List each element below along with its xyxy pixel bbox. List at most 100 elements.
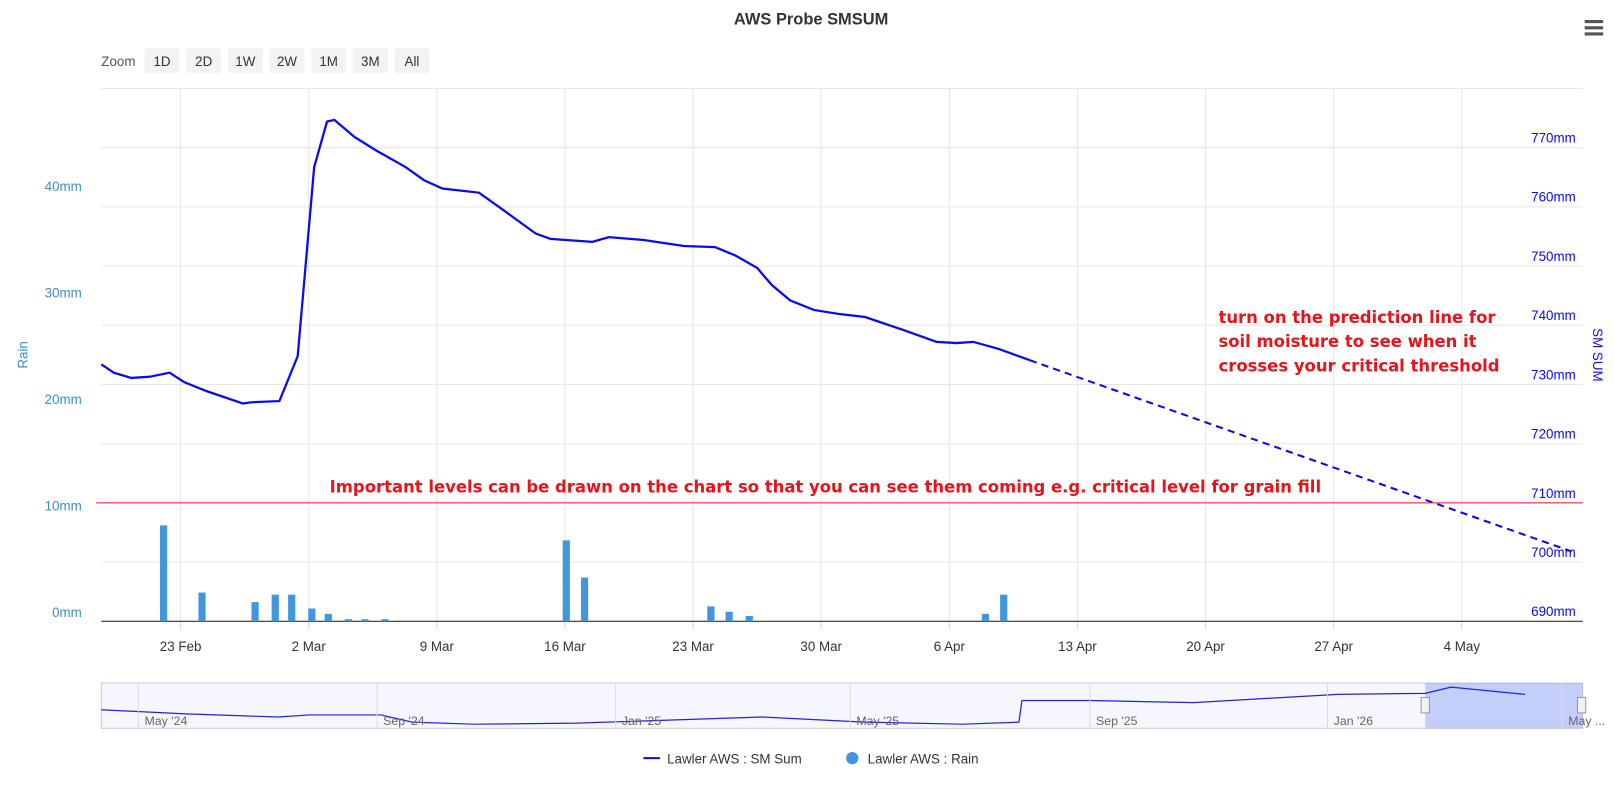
labels: 23 Feb 2 Mar 9 Mar 16 Mar 23 Mar 30 Mar 6 Apr 1… <box>45 131 1576 655</box>
navigator-label: May '24 <box>145 714 188 728</box>
navigator-label: Sep '25 <box>1096 714 1138 728</box>
y-tick-label: 0mm <box>52 605 82 620</box>
rain-bar <box>981 613 990 622</box>
rain-bar <box>1000 594 1008 622</box>
rain-bar <box>707 606 715 622</box>
y2-tick-label: 700mm <box>1531 545 1576 560</box>
rain-bar <box>381 619 389 622</box>
menu-button[interactable] <box>1582 18 1606 37</box>
y2-tick-label: 710mm <box>1531 486 1576 501</box>
zoom-button[interactable]: 1D <box>144 48 180 74</box>
zoom-button-label: 1W <box>235 54 255 69</box>
y2-tick-label: 740mm <box>1531 308 1576 323</box>
navigator[interactable] <box>100 682 1587 729</box>
x-tick-label: 4 May <box>1444 639 1481 654</box>
zoom-button-bg[interactable] <box>227 48 263 74</box>
zoom-button-label: 1D <box>153 54 170 69</box>
rain-bar <box>198 592 206 622</box>
navigator-mask[interactable] <box>1425 683 1583 729</box>
zoom-button[interactable]: 1W <box>227 48 263 74</box>
y-tick-label: 10mm <box>45 499 82 514</box>
zoom-button[interactable]: All <box>394 48 430 74</box>
zoom-button[interactable]: 2W <box>269 48 305 74</box>
zoom-button-bg[interactable] <box>394 48 430 74</box>
zoom-button-bg[interactable] <box>311 48 347 74</box>
marks <box>96 118 1583 622</box>
zoom-button-bg[interactable] <box>269 48 305 74</box>
zoom-button-bg[interactable] <box>186 48 222 74</box>
x-tick-label: 9 Mar <box>420 639 455 654</box>
x-tick-label: 27 Apr <box>1314 639 1353 654</box>
y2-tick-label: 750mm <box>1531 249 1576 264</box>
chart-title: AWS Probe SMSUM <box>734 11 888 29</box>
y-axis-title: Rain <box>15 341 30 368</box>
y2-tick-label: 690mm <box>1531 604 1576 619</box>
rain-bar <box>745 615 753 622</box>
y2-tick-label: 730mm <box>1531 367 1576 382</box>
x-tick-label: 2 Mar <box>292 639 327 654</box>
navigator-label: Jan '25 <box>622 714 662 728</box>
rain-bar <box>725 611 733 622</box>
x-tick-label: 23 Mar <box>672 639 714 654</box>
zoom-button-bg[interactable] <box>352 48 388 74</box>
rain-bar <box>344 619 353 622</box>
x-tick-label: 16 Mar <box>544 639 586 654</box>
navigator-label: May '25 <box>856 714 899 728</box>
zoom-button[interactable]: 1M <box>311 48 347 74</box>
legend-symbol <box>846 751 859 765</box>
legend-label[interactable]: Lawler AWS : SM Sum <box>667 751 802 766</box>
navigator-handle[interactable] <box>1420 696 1430 714</box>
annotation: crosses your critical threshold <box>1218 356 1499 375</box>
rain-bar <box>271 594 279 622</box>
zoom-button[interactable]: 3M <box>352 48 388 74</box>
rain-bar <box>361 619 369 622</box>
prediction-line <box>1029 359 1572 553</box>
rain-bar <box>288 594 296 622</box>
zoom-button-bg[interactable] <box>144 48 180 74</box>
menu-icon <box>1584 20 1604 36</box>
legend: Lawler AWS : SM Sum Lawler AWS : Rain <box>643 751 979 766</box>
annotation: soil moisture to see when it <box>1218 332 1476 351</box>
y2-tick-label: 760mm <box>1531 190 1576 205</box>
zoom-button-label: 3M <box>361 54 380 69</box>
series-line <box>100 118 1031 405</box>
navigator-label: Sep '24 <box>383 714 425 728</box>
x-tick-label: 20 Apr <box>1186 639 1225 654</box>
navigator-labels: May '24 Sep '24 Jan '25 May '25 Sep '25 Jan '… <box>137 683 1605 729</box>
navigator-line <box>101 686 1526 725</box>
rain-bar <box>251 602 259 622</box>
navigator-label: May ... <box>1568 714 1605 728</box>
y2-tick-label: 770mm <box>1531 131 1576 146</box>
legend-label[interactable]: Lawler AWS : Rain <box>868 751 979 766</box>
zoom-button-label: 2W <box>277 54 297 69</box>
x-tick-label: 23 Feb <box>160 639 202 654</box>
y-tick-label: 30mm <box>45 285 82 300</box>
zoom-button[interactable]: 2D <box>186 48 222 74</box>
rain-bar <box>580 577 589 622</box>
rain-bar <box>308 608 316 622</box>
x-tick-label: 6 Apr <box>934 639 966 654</box>
y-tick-label: 20mm <box>45 392 82 407</box>
rain-bar <box>159 525 168 622</box>
zoom-buttons: 1D 2D 1W 2W 1M 3M All <box>144 48 430 74</box>
y-tick-label: 40mm <box>45 179 82 194</box>
legend-item[interactable]: Lawler AWS : Rain <box>846 751 979 766</box>
plot-area <box>101 88 1582 621</box>
annotation: turn on the prediction line for <box>1218 308 1496 327</box>
grid <box>101 87 1583 630</box>
y2-tick-label: 720mm <box>1531 427 1576 442</box>
zoom-button-label: All <box>405 54 420 69</box>
navigator-handle[interactable] <box>1576 696 1587 714</box>
zoom-button-label: 2D <box>195 54 212 69</box>
annotation: Important levels can be drawn on the cha… <box>330 478 1321 497</box>
legend-item[interactable]: Lawler AWS : SM Sum <box>643 751 802 766</box>
rain-bar <box>324 613 332 622</box>
x-tick-label: 13 Apr <box>1058 639 1097 654</box>
zoom-button-label: 1M <box>319 54 338 69</box>
zoom-label: Zoom <box>101 54 135 69</box>
navigator-label: Jan '26 <box>1334 714 1374 728</box>
y2-axis-title: SM SUM <box>1590 328 1605 381</box>
rain-bar <box>562 540 570 622</box>
